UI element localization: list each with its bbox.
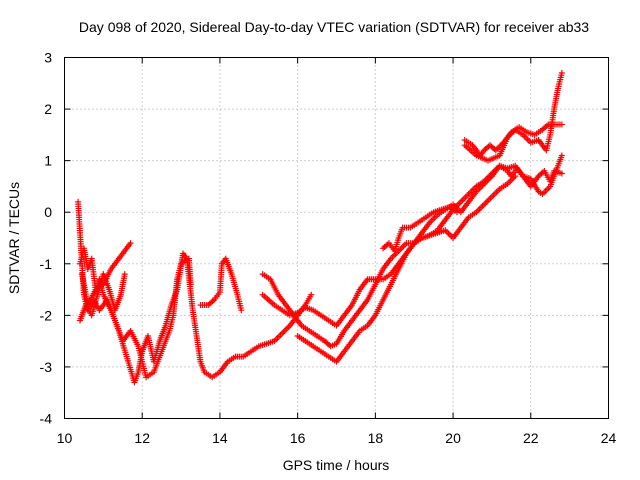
y-tick-label: -4 <box>40 411 53 427</box>
satellite-track-2 <box>77 245 315 386</box>
x-tick-label: 24 <box>601 430 617 446</box>
data-point <box>238 307 245 314</box>
y-tick-labels: 3 2 1 0 -1 -2 -3 -4 <box>40 50 53 427</box>
data-point <box>308 291 315 298</box>
x-tick-label: 14 <box>212 430 228 446</box>
satellite-track-6 <box>259 162 565 350</box>
y-tick-label: -2 <box>40 307 53 323</box>
data-point <box>121 271 128 278</box>
satellite-track-4 <box>77 271 128 324</box>
y-axis-label: SDTVAR / TECUs <box>6 182 22 294</box>
plot-frame <box>64 57 609 419</box>
satellite-track-5 <box>197 255 245 314</box>
data-point <box>558 121 565 128</box>
y-tick-label: 2 <box>44 101 52 117</box>
y-tick-label: 3 <box>44 50 52 66</box>
satellite-track-7 <box>259 152 565 329</box>
data-point <box>453 209 460 216</box>
data-point <box>558 170 565 177</box>
x-tick-label: 22 <box>523 430 539 446</box>
data-point <box>512 173 519 180</box>
data-marks <box>75 69 565 386</box>
y-tick-label: 1 <box>44 153 52 169</box>
y-tick-label: -3 <box>40 359 53 375</box>
y-tick-label: -1 <box>40 256 53 272</box>
x-tick-label: 20 <box>445 430 461 446</box>
satellite-track-9 <box>380 204 460 254</box>
data-point <box>127 240 134 247</box>
x-tick-label: 10 <box>57 430 73 446</box>
data-point <box>558 152 565 159</box>
axis-ticks <box>64 57 609 419</box>
y-tick-label: 0 <box>44 204 52 220</box>
x-tick-label: 12 <box>134 430 150 446</box>
x-tick-labels: 10 12 14 16 18 20 22 24 <box>57 430 617 446</box>
satellite-track-11 <box>461 69 565 164</box>
satellite-track-8 <box>294 173 519 365</box>
data-point <box>558 69 565 76</box>
x-tick-label: 16 <box>290 430 306 446</box>
x-tick-label: 18 <box>368 430 384 446</box>
chart-title: Day 098 of 2020, Sidereal Day-to-day VTE… <box>79 19 589 35</box>
x-axis-label: GPS time / hours <box>283 457 390 473</box>
